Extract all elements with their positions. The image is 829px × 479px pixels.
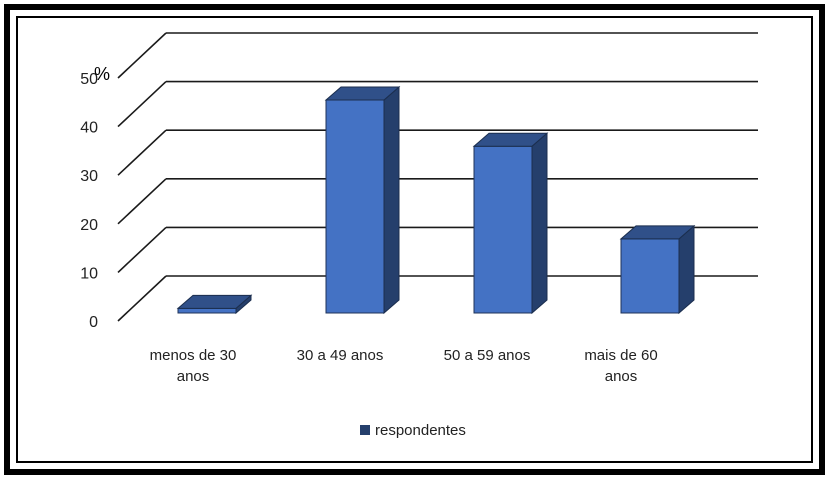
y-tick-label: 50 bbox=[80, 71, 98, 88]
y-tick-label: 0 bbox=[89, 314, 98, 331]
bar-top bbox=[324, 86, 401, 101]
y-tick-label: 30 bbox=[80, 168, 98, 185]
bar-front bbox=[620, 238, 680, 314]
gridline-side bbox=[117, 32, 167, 79]
bar bbox=[176, 294, 253, 315]
x-tick-label: 30 a 49 anos bbox=[297, 347, 384, 364]
bar-top bbox=[176, 294, 253, 309]
bar-top bbox=[619, 225, 696, 240]
legend-label: respondentes bbox=[375, 422, 466, 439]
legend: respondentes bbox=[360, 422, 466, 439]
x-tick-label: 50 a 59 anos bbox=[444, 347, 531, 364]
x-tick-label: anos bbox=[605, 368, 638, 385]
gridline-side bbox=[117, 129, 167, 176]
y-tick-label: 10 bbox=[80, 265, 98, 282]
x-tick-label: anos bbox=[177, 368, 210, 385]
bars bbox=[176, 85, 696, 315]
bar-side bbox=[383, 85, 400, 315]
x-axis-labels: menos de 30 anos 30 a 49 anos 50 a 59 anos m… bbox=[150, 347, 658, 385]
gridline-side bbox=[117, 226, 167, 273]
y-tick-label: 40 bbox=[80, 120, 98, 137]
bar bbox=[472, 132, 549, 315]
x-tick-label: menos de 30 bbox=[150, 347, 237, 364]
bar-top bbox=[472, 132, 549, 147]
gridline-side bbox=[117, 81, 167, 128]
y-axis-unit: % bbox=[94, 64, 110, 84]
bar-side bbox=[531, 132, 548, 315]
bar bbox=[619, 224, 696, 315]
legend-swatch bbox=[360, 425, 370, 435]
x-tick-label: mais de 60 bbox=[584, 347, 657, 364]
gridline-side bbox=[117, 275, 167, 322]
bar-front bbox=[325, 99, 385, 314]
bar-front bbox=[473, 145, 533, 314]
bar-side bbox=[678, 224, 695, 315]
y-tick-label: 20 bbox=[80, 217, 98, 234]
bar bbox=[324, 85, 401, 315]
bar-front bbox=[177, 307, 237, 314]
y-axis-ticks: 0 10 20 30 40 50 bbox=[80, 71, 98, 331]
gridline-side bbox=[117, 178, 167, 225]
